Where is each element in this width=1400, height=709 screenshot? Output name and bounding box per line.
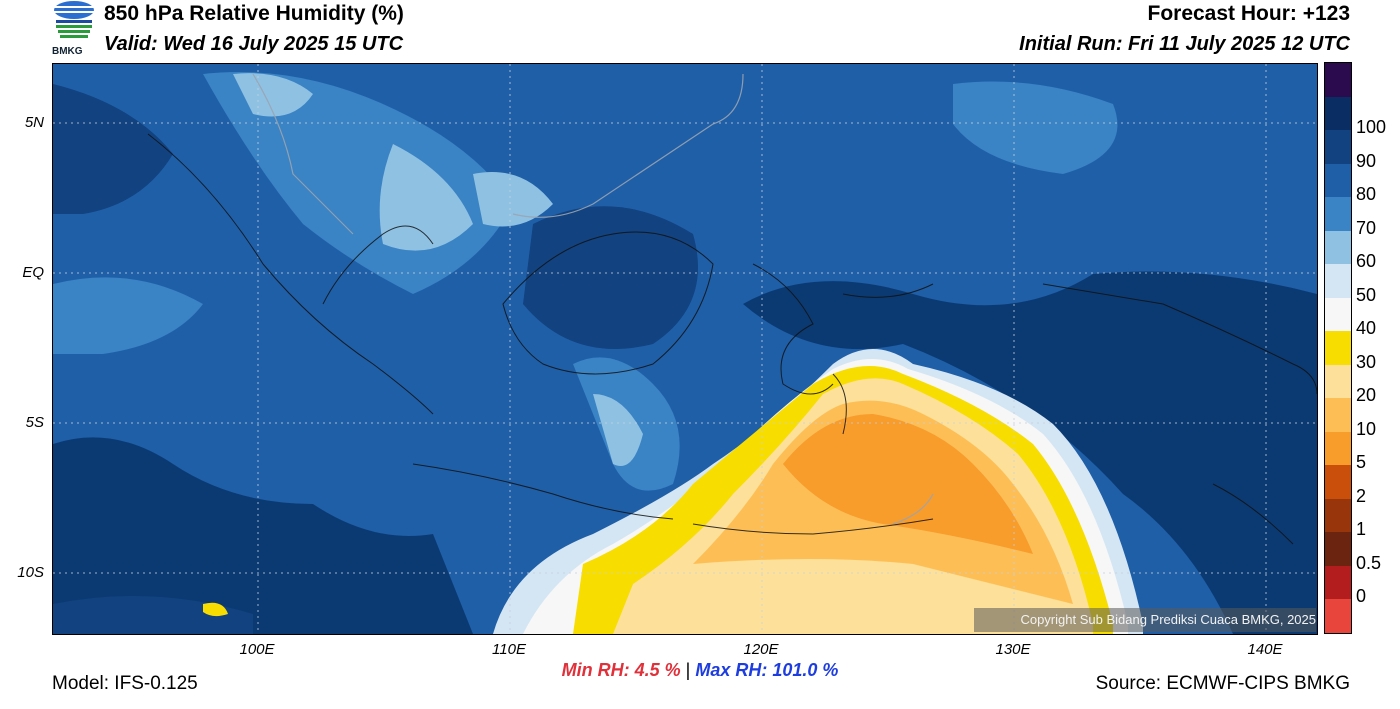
colorbar-label: 90 [1356, 150, 1377, 171]
min-max-separator: | [685, 660, 691, 680]
colorbar-label: 30 [1356, 351, 1377, 372]
colorbar-segment [1325, 498, 1351, 533]
copyright-box: Copyright Sub Bidang Prediksi Cuaca BMKG… [974, 608, 1316, 632]
colorbar-segment [1325, 163, 1351, 198]
lon-label-130e: 130E [995, 641, 1031, 658]
colorbar-label: 2 [1356, 485, 1367, 506]
lon-label-120e: 120E [743, 641, 779, 658]
forecast-hour: Forecast Hour: +123 [1147, 2, 1351, 25]
model-label: Model: IFS-0.125 [52, 673, 198, 694]
colorbar-segment [1325, 197, 1351, 232]
colorbar-segment [1325, 264, 1351, 299]
lat-label-5s: 5S [25, 414, 44, 431]
lat-label-eq: EQ [22, 264, 44, 281]
colorbar-segment [1325, 431, 1351, 466]
lon-label-100e: 100E [239, 641, 275, 658]
colorbar-label: 1 [1356, 519, 1367, 540]
min-rh: Min RH: 4.5 % [561, 660, 681, 680]
colorbar-segment [1325, 297, 1351, 332]
humidity-map [52, 63, 1318, 635]
lon-label-110e: 110E [492, 641, 526, 658]
colorbar-segment [1325, 565, 1351, 600]
colorbar-segment [1325, 364, 1351, 399]
colorbar-label: 20 [1356, 385, 1377, 406]
lat-label-5n: 5N [24, 114, 44, 131]
colorbar [1324, 62, 1352, 634]
colorbar-label: 60 [1356, 251, 1377, 272]
colorbar-label: 0 [1356, 586, 1367, 607]
colorbar-segment [1325, 331, 1351, 366]
colorbar-label: 70 [1356, 217, 1377, 238]
colorbar-label: 40 [1356, 318, 1377, 339]
colorbar-label: 10 [1356, 418, 1377, 439]
colorbar-label: 5 [1356, 452, 1367, 473]
lat-label-10s: 10S [17, 564, 44, 581]
valid-time: Valid: Wed 16 July 2025 15 UTC [104, 33, 404, 55]
colorbar-segment [1325, 63, 1351, 98]
copyright-text: Copyright Sub Bidang Prediksi Cuaca BMKG… [1020, 612, 1316, 627]
lon-label-140e: 140E [1247, 641, 1283, 658]
initial-run: Initial Run: Fri 11 July 2025 12 UTC [1019, 33, 1350, 55]
colorbar-label: 0.5 [1356, 552, 1382, 573]
colorbar-segment [1325, 532, 1351, 567]
colorbar-label: 100 [1356, 117, 1387, 138]
chart-title: 850 hPa Relative Humidity (%) [104, 2, 404, 25]
max-rh: Max RH: 101.0 % [695, 660, 839, 680]
logo-text: BMKG [52, 46, 83, 57]
colorbar-segment [1325, 398, 1351, 433]
colorbar-segment [1325, 96, 1351, 131]
colorbar-label: 50 [1356, 284, 1377, 305]
bmkg-logo [50, 0, 102, 60]
colorbar-segment [1325, 599, 1351, 634]
colorbar-label: 80 [1356, 184, 1377, 205]
min-max-rh: Min RH: 4.5 % | Max RH: 101.0 % [0, 660, 1400, 681]
colorbar-segment [1325, 465, 1351, 500]
colorbar-segment [1325, 230, 1351, 265]
colorbar-segment [1325, 130, 1351, 165]
source-label: Source: ECMWF-CIPS BMKG [1095, 673, 1350, 694]
